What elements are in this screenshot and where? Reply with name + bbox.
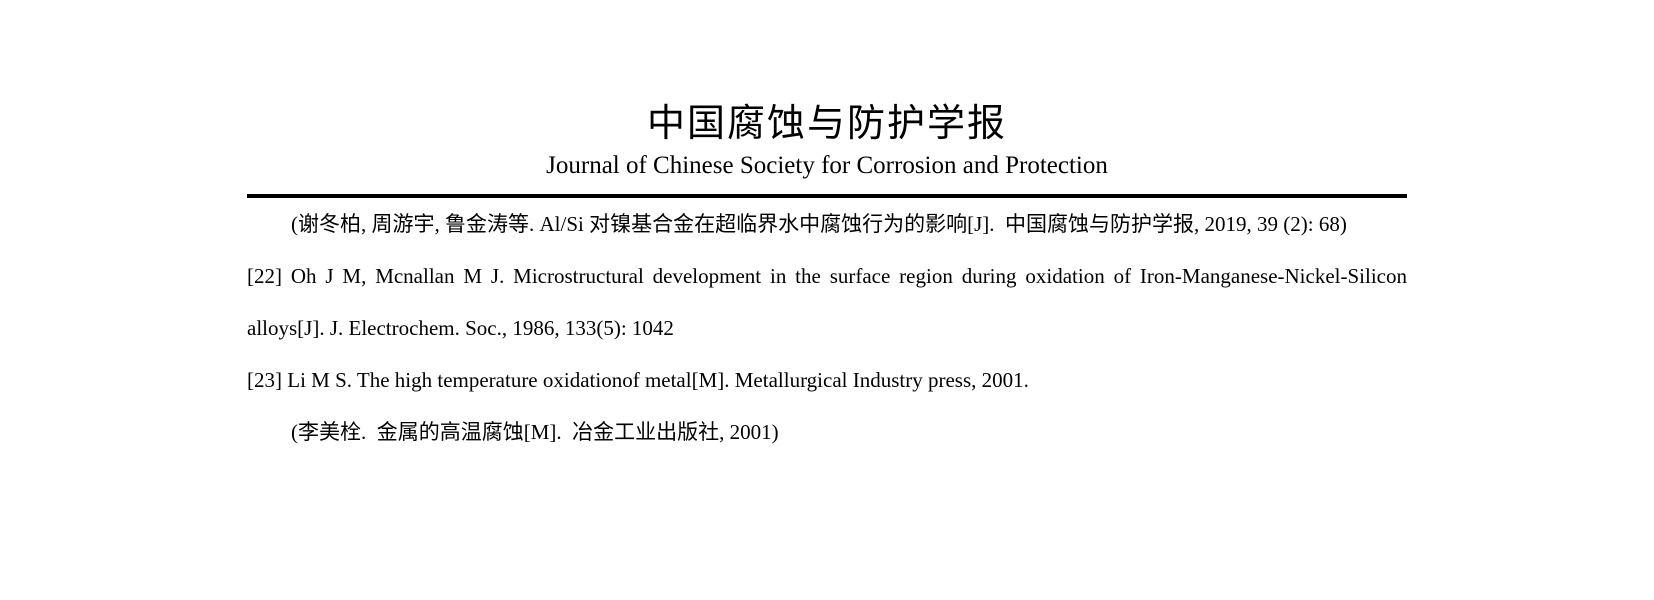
reference-entry-23-line: [23] Li M S. The high temperature oxidat… xyxy=(247,368,1029,392)
header-rule-divider xyxy=(247,194,1407,198)
page-content: 中国腐蚀与防护学报 Journal of Chinese Society for… xyxy=(247,100,1407,458)
reference-translation-line: (谢冬柏, 周游宇, 鲁金涛等. Al/Si 对镍基合金在超临界水中腐蚀行为的影… xyxy=(291,212,1347,236)
reference-translation-line: (李美栓. 金属的高温腐蚀[M]. 冶金工业出版社, 2001) xyxy=(291,420,779,444)
journal-title-chinese: 中国腐蚀与防护学报 xyxy=(646,103,1007,145)
references-section: (谢冬柏, 周游宇, 鲁金涛等. Al/Si 对镍基合金在超临界水中腐蚀行为的影… xyxy=(247,198,1407,458)
reference-entry-22-line-2: alloys[J]. J. Electrochem. Soc., 1986, 1… xyxy=(247,316,674,340)
journal-header: 中国腐蚀与防护学报 Journal of Chinese Society for… xyxy=(247,100,1407,198)
reference-entry-22-line-1: [22] Oh J M, Mcnallan M J. Microstructur… xyxy=(247,264,1407,288)
journal-title-english: Journal of Chinese Society for Corrosion… xyxy=(546,152,1108,179)
